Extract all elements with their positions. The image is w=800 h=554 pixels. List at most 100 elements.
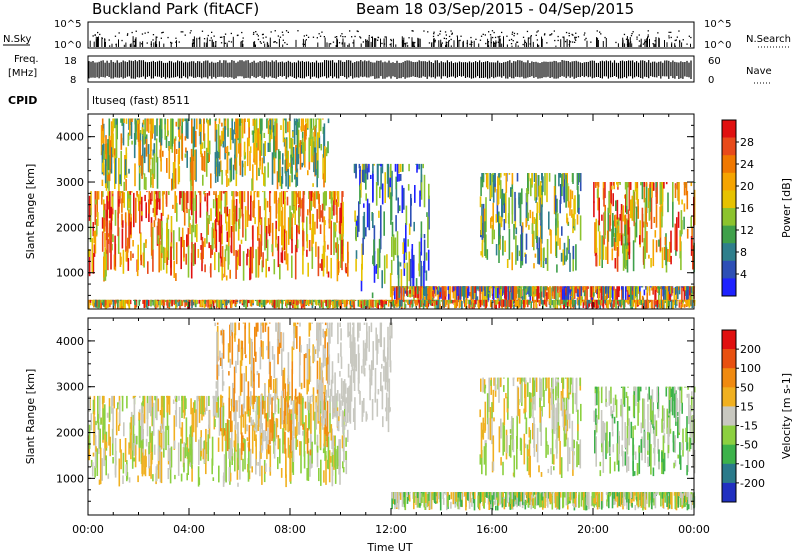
- scatter-cell: [254, 217, 256, 225]
- scatter-cell: [684, 286, 687, 296]
- scatter-cell: [302, 137, 304, 153]
- scatter-cell: [616, 182, 618, 185]
- scatter-cell: [644, 299, 647, 309]
- scatter-cell: [160, 158, 162, 172]
- nsky-point: [446, 42, 448, 44]
- scatter-cell: [420, 163, 423, 183]
- scatter-cell: [113, 118, 116, 129]
- scatter-cell: [195, 131, 197, 148]
- scatter-cell: [548, 299, 551, 302]
- scatter-cell: [96, 191, 98, 217]
- scatter-cell: [242, 408, 245, 428]
- scatter-cell: [174, 136, 177, 141]
- scatter-cell: [645, 182, 648, 187]
- scatter-cell: [215, 229, 218, 252]
- scatter-cell: [513, 224, 515, 240]
- scatter-cell: [395, 182, 398, 201]
- scatter-cell: [119, 191, 122, 197]
- scatter-cell: [297, 395, 299, 404]
- nsky-point: [516, 41, 518, 43]
- scatter-cell: [249, 299, 252, 307]
- scatter-cell: [115, 118, 117, 129]
- nsky-point: [228, 40, 230, 43]
- scatter-cell: [639, 286, 641, 296]
- scatter-cell: [194, 242, 196, 265]
- scatter-cell: [155, 299, 158, 305]
- scatter-cell: [663, 287, 665, 304]
- nsky-point: [175, 37, 177, 39]
- scatter-cell: [127, 191, 129, 211]
- scatter-cell: [523, 286, 526, 300]
- scatter-cell: [337, 191, 340, 207]
- scatter-cell: [498, 223, 501, 239]
- scatter-cell: [690, 216, 692, 228]
- scatter-cell: [159, 149, 162, 158]
- scatter-cell: [158, 125, 161, 143]
- scatter-cell: [403, 299, 406, 308]
- scatter-cell: [629, 182, 632, 190]
- scatter-cell: [621, 286, 623, 290]
- scatter-cell: [690, 287, 693, 293]
- scatter-cell: [556, 198, 558, 213]
- nsky-point: [647, 30, 649, 32]
- scatter-cell: [683, 182, 686, 196]
- scatter-cell: [208, 299, 211, 305]
- scatter-cell: [325, 147, 328, 157]
- nsky-point: [577, 36, 580, 38]
- nsky-point: [508, 39, 511, 41]
- nsky-point: [676, 36, 678, 38]
- scatter-cell: [201, 153, 203, 171]
- scatter-cell: [93, 299, 95, 308]
- scatter-cell: [403, 263, 406, 269]
- scatter-cell: [294, 174, 296, 180]
- scatter-cell: [630, 199, 632, 207]
- scatter-cell: [405, 299, 408, 302]
- scatter-cell: [526, 188, 529, 218]
- scatter-cell: [363, 211, 366, 240]
- scatter-cell: [223, 118, 226, 120]
- nsky-point: [341, 33, 343, 35]
- scatter-cell: [135, 197, 137, 223]
- scatter-cell: [192, 244, 195, 266]
- scatter-cell: [655, 299, 657, 301]
- scatter-cell: [241, 160, 244, 177]
- scatter-cell: [436, 299, 438, 301]
- scatter-cell: [341, 236, 343, 259]
- scatter-cell: [479, 196, 482, 208]
- scatter-cell: [101, 217, 104, 229]
- scatter-cell: [375, 182, 378, 206]
- scatter-cell: [498, 286, 501, 295]
- scatter-cell: [525, 218, 527, 228]
- scatter-cell: [199, 299, 201, 308]
- scatter-cell: [211, 458, 213, 475]
- scatter-cell: [522, 299, 524, 304]
- scatter-cell: [181, 191, 184, 211]
- scatter-cell: [557, 292, 559, 302]
- scatter-cell: [190, 118, 193, 120]
- scatter-cell: [255, 249, 257, 278]
- scatter-cell: [339, 299, 341, 308]
- scatter-cell: [324, 433, 326, 461]
- scatter-cell: [162, 191, 164, 216]
- scatter-cell: [517, 286, 520, 289]
- scatter-cell: [471, 286, 474, 299]
- scatter-cell: [396, 231, 399, 258]
- scatter-cell: [198, 477, 201, 485]
- scatter-cell: [265, 299, 267, 305]
- scatter-cell: [405, 205, 408, 225]
- scatter-cell: [631, 195, 634, 221]
- scatter-cell: [234, 121, 236, 135]
- scatter-cell: [92, 253, 95, 274]
- scatter-cell: [602, 286, 605, 304]
- scatter-cell: [260, 241, 262, 257]
- nsky-point: [252, 33, 255, 35]
- nsky-point: [126, 34, 129, 36]
- scatter-cell: [408, 163, 410, 172]
- scatter-cell: [153, 444, 156, 455]
- scatter-cell: [365, 193, 367, 201]
- nsky-point: [303, 35, 305, 37]
- nsky-point: [583, 34, 585, 36]
- scatter-cell: [583, 299, 586, 306]
- scatter-cell: [269, 299, 271, 305]
- scatter-cell: [661, 299, 663, 306]
